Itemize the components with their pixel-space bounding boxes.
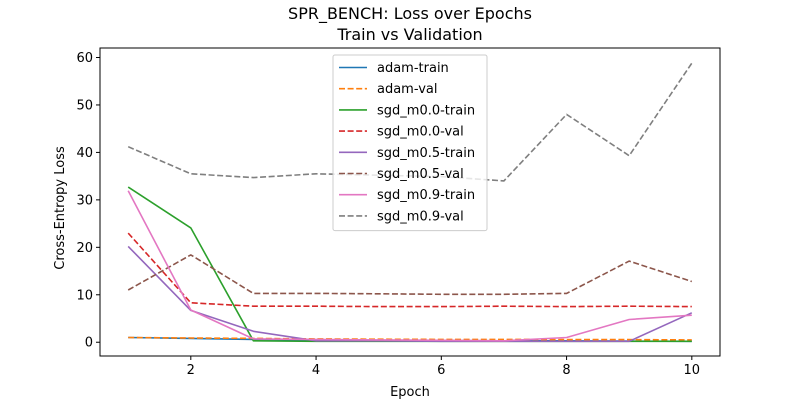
x-tick-label: 4 [312, 363, 320, 378]
legend-label-sgd_m0.9-train: sgd_m0.9-train [377, 188, 475, 203]
x-tick-label: 6 [437, 363, 445, 378]
x-tick-label: 10 [684, 363, 701, 378]
y-tick-label: 0 [85, 336, 93, 351]
legend-label-sgd_m0.9-val: sgd_m0.9-val [377, 209, 464, 224]
y-tick-label: 40 [76, 146, 93, 161]
y-tick-label: 30 [76, 193, 93, 208]
series-line-adam-val [128, 336, 692, 341]
chart-subtitle: Train vs Validation [336, 25, 482, 44]
y-tick-label: 10 [76, 288, 93, 303]
series-line-sgd_m0.5-train [127, 245, 693, 343]
x-axis-label: Epoch [390, 385, 430, 400]
x-tick-label: 2 [187, 363, 195, 378]
y-tick-label: 50 [76, 98, 93, 113]
chart-title: SPR_BENCH: Loss over Epochs [288, 4, 532, 24]
legend-label-sgd_m0.5-val: sgd_m0.5-val [377, 167, 464, 182]
plot-frame [99, 47, 721, 357]
legend-label-sgd_m0.5-train: sgd_m0.5-train [377, 146, 475, 161]
y-tick-label: 20 [76, 241, 93, 256]
legend: adam-train adam-val sgd_m0.0-train sgd_m0.0… [332, 54, 488, 232]
legend-label-sgd_m0.0-train: sgd_m0.0-train [377, 103, 475, 118]
legend-box [332, 54, 488, 232]
y-axis-label: Cross-Entropy Loss [53, 146, 68, 270]
legend-label-sgd_m0.0-val: sgd_m0.0-val [377, 125, 464, 140]
x-tick-label: 8 [562, 363, 570, 378]
series-line-sgd_m0.9-train [127, 190, 692, 342]
y-tick-label: 60 [76, 51, 93, 66]
series-line-sgd_m0.0-val [127, 232, 692, 308]
series-line-sgd_m0.5-val [127, 254, 693, 296]
legend-label-adam-train: adam-train [377, 61, 449, 76]
legend-label-adam-val: adam-val [377, 82, 437, 97]
